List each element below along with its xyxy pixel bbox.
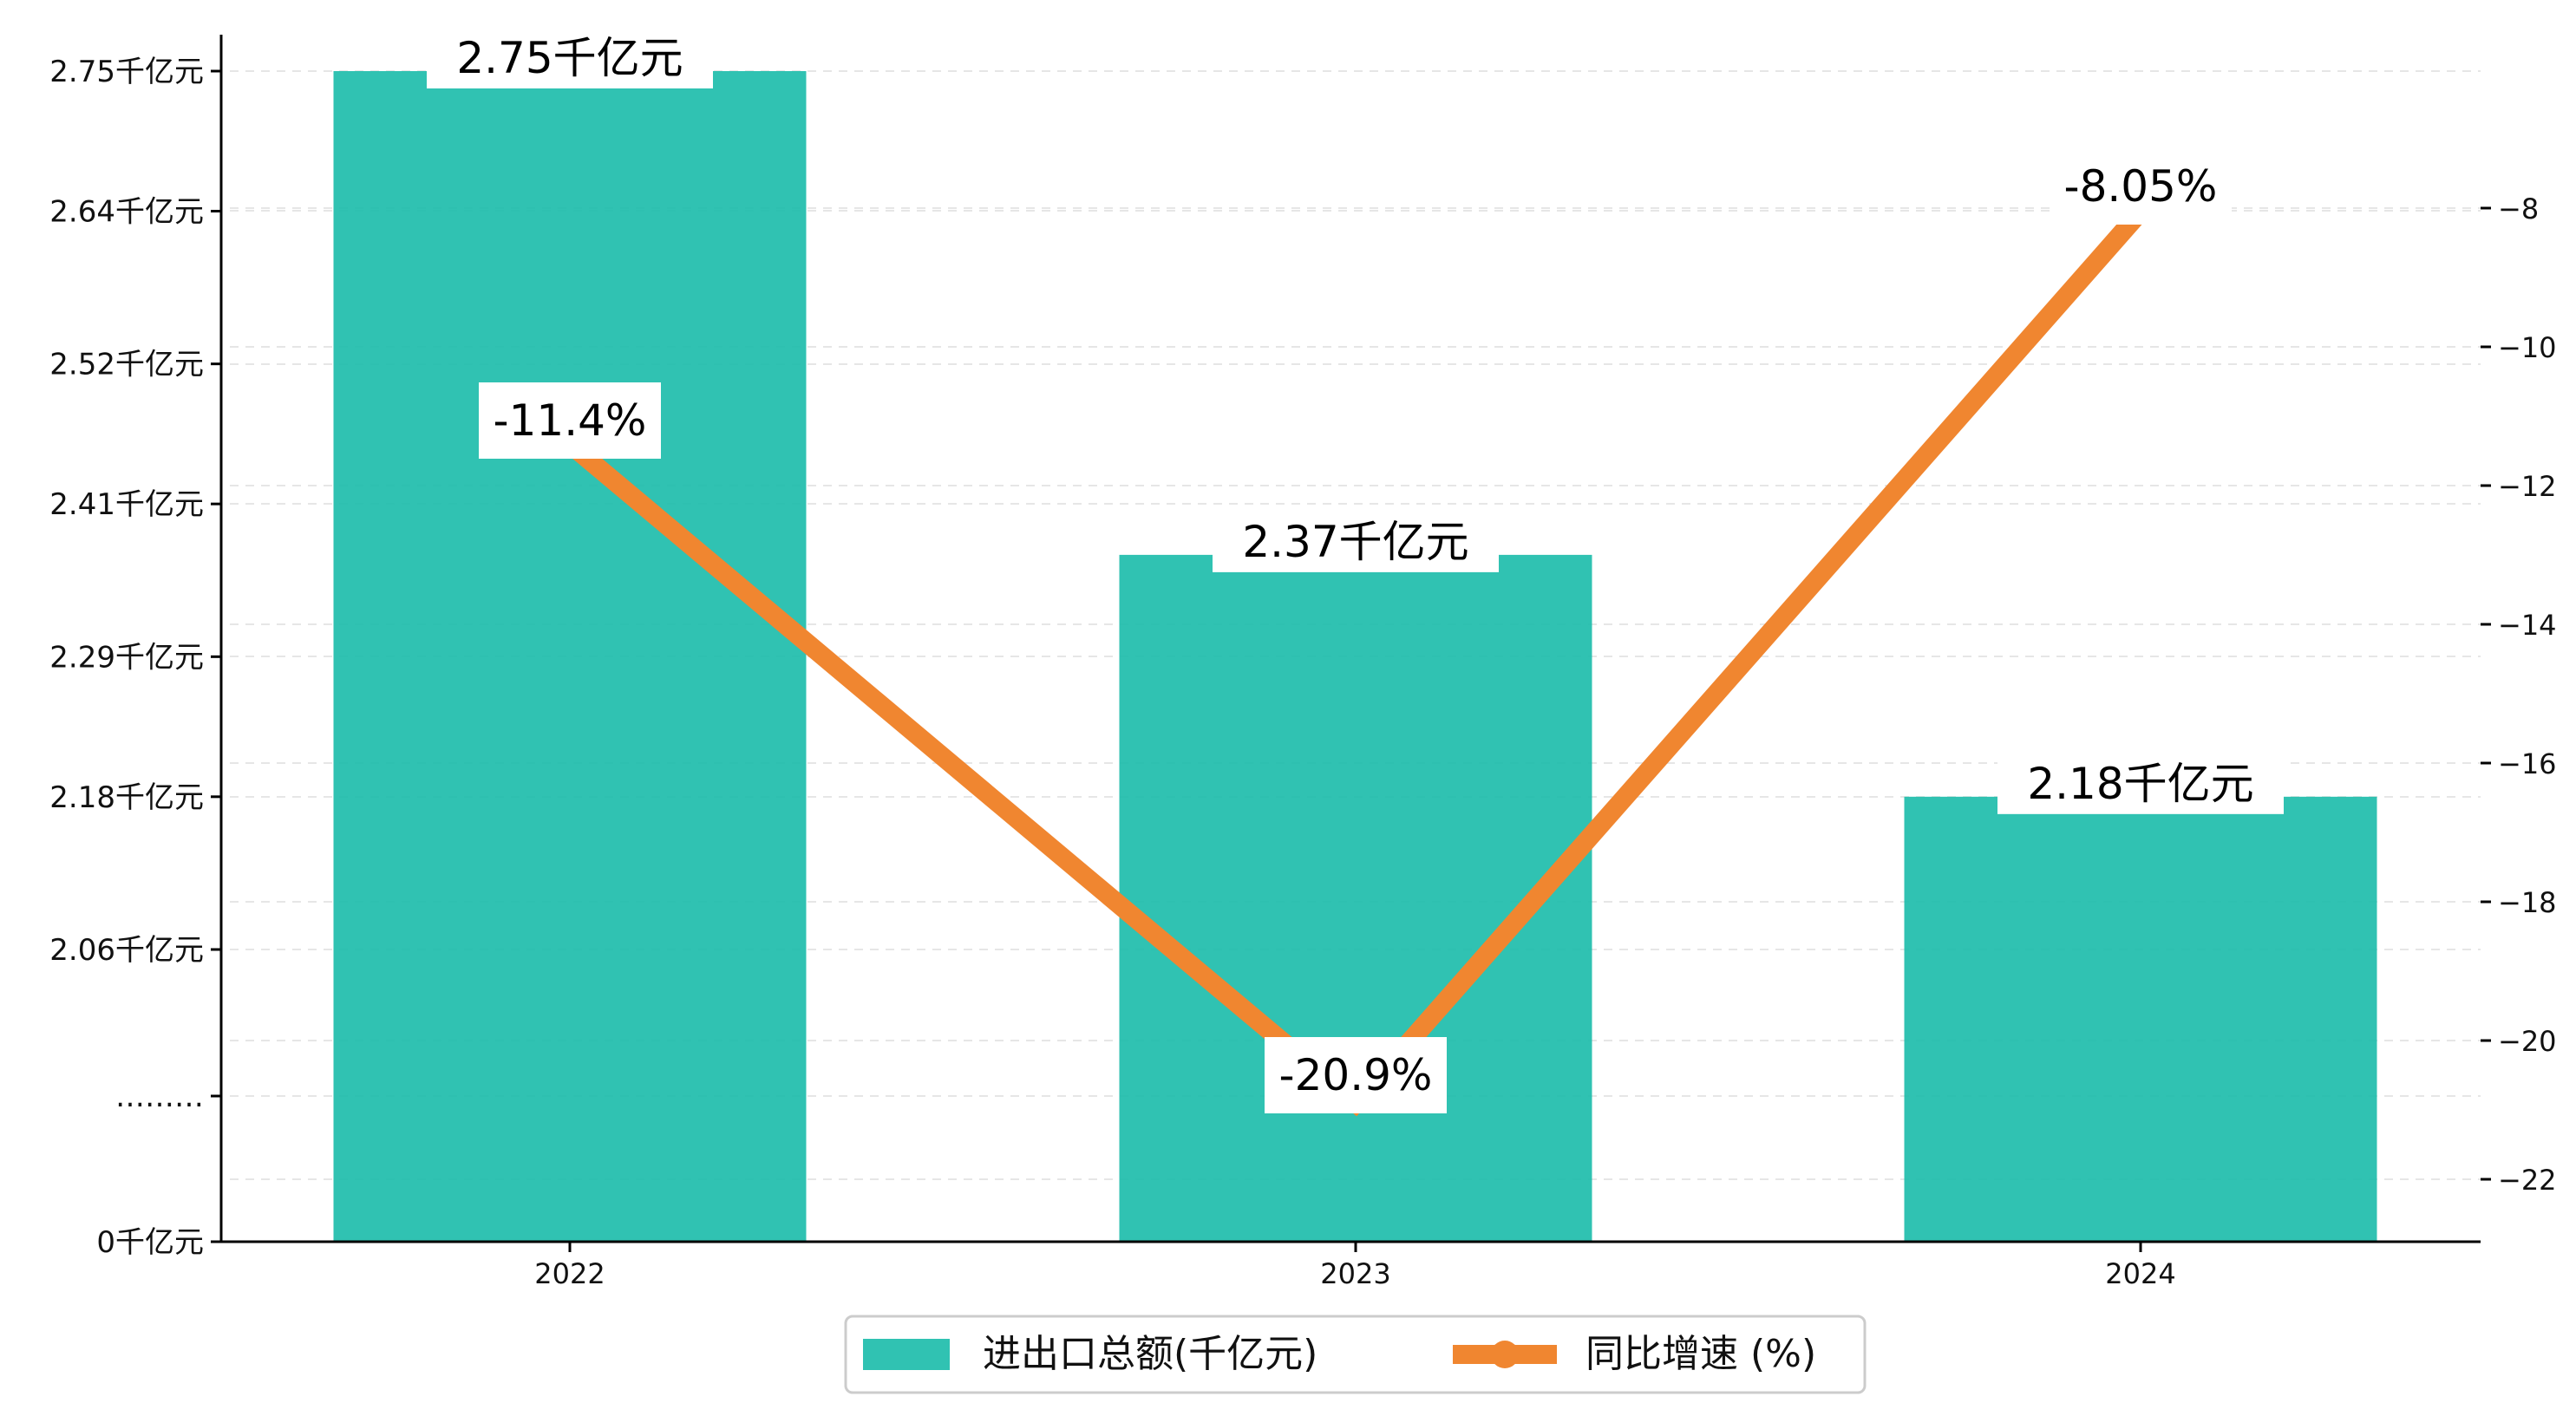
right-tick-label: −14 xyxy=(2498,609,2557,642)
right-tick-label: −10 xyxy=(2498,331,2557,364)
legend-box xyxy=(844,1315,1867,1394)
bar-value-label: 2.37千亿元 xyxy=(1242,517,1468,567)
line-label-bg xyxy=(479,382,661,459)
left-tick-label: 2.29千亿元 xyxy=(49,640,204,675)
right-tick-label: −16 xyxy=(2498,747,2557,780)
line-value-label: -11.4% xyxy=(494,395,647,446)
right-tick-label: −12 xyxy=(2498,470,2557,503)
line-value-label: -8.05% xyxy=(2064,161,2218,212)
bar-label-bg xyxy=(1213,516,1499,572)
legend: 进出口总额(千亿元) 同比增速 (%) xyxy=(844,1315,1867,1394)
right-tick-label: −8 xyxy=(2498,192,2539,225)
left-tick-label: 0千亿元 xyxy=(96,1225,204,1260)
data-labels: 2.75千亿元 2.37千亿元 2.18千亿元 -11.4% -20.9% -8.05% xyxy=(427,33,2284,1113)
line-value-label: -20.9% xyxy=(1279,1050,1433,1100)
legend-swatch-marker xyxy=(1491,1341,1519,1368)
line-label-bg xyxy=(1265,1037,1447,1113)
x-tick-label: 2022 xyxy=(534,1257,605,1290)
bar-2022 xyxy=(333,71,807,1242)
bar-2023 xyxy=(1119,554,1592,1242)
bar-series xyxy=(333,71,2377,1242)
left-tick-label: 2.41千亿元 xyxy=(49,487,204,522)
legend-label-bar: 进出口总额(千亿元) xyxy=(983,1332,1317,1376)
x-tick-label: 2023 xyxy=(1320,1257,1390,1290)
x-tick-label: 2024 xyxy=(2105,1257,2175,1290)
left-tick-label: 2.18千亿元 xyxy=(49,780,204,815)
right-tick-label: −20 xyxy=(2498,1025,2557,1058)
left-tick-label: 2.64千亿元 xyxy=(49,194,204,229)
bar-value-label: 2.75千亿元 xyxy=(456,33,683,83)
right-tick-label: −22 xyxy=(2498,1164,2557,1197)
bar-label-bg xyxy=(1997,758,2284,814)
left-tick-label: 2.52千亿元 xyxy=(49,348,204,382)
axes: 0千亿元 ……… 2.06千亿元 2.18千亿元 2.29千亿元 2.41千亿元 2.52千… xyxy=(49,35,2557,1290)
bar-value-label: 2.18千亿元 xyxy=(2027,759,2253,809)
bar-label-bg xyxy=(427,33,713,88)
line-label-bg xyxy=(2050,148,2232,225)
legend-swatch-bar xyxy=(863,1339,950,1370)
left-tick-label: ……… xyxy=(115,1080,204,1114)
legend-label-line: 同比增速 (%) xyxy=(1585,1332,1816,1376)
left-tick-label: 2.75千亿元 xyxy=(49,55,204,89)
bar-2024 xyxy=(1904,796,2377,1242)
left-tick-label: 2.06千亿元 xyxy=(49,933,204,968)
right-tick-label: −18 xyxy=(2498,886,2557,919)
